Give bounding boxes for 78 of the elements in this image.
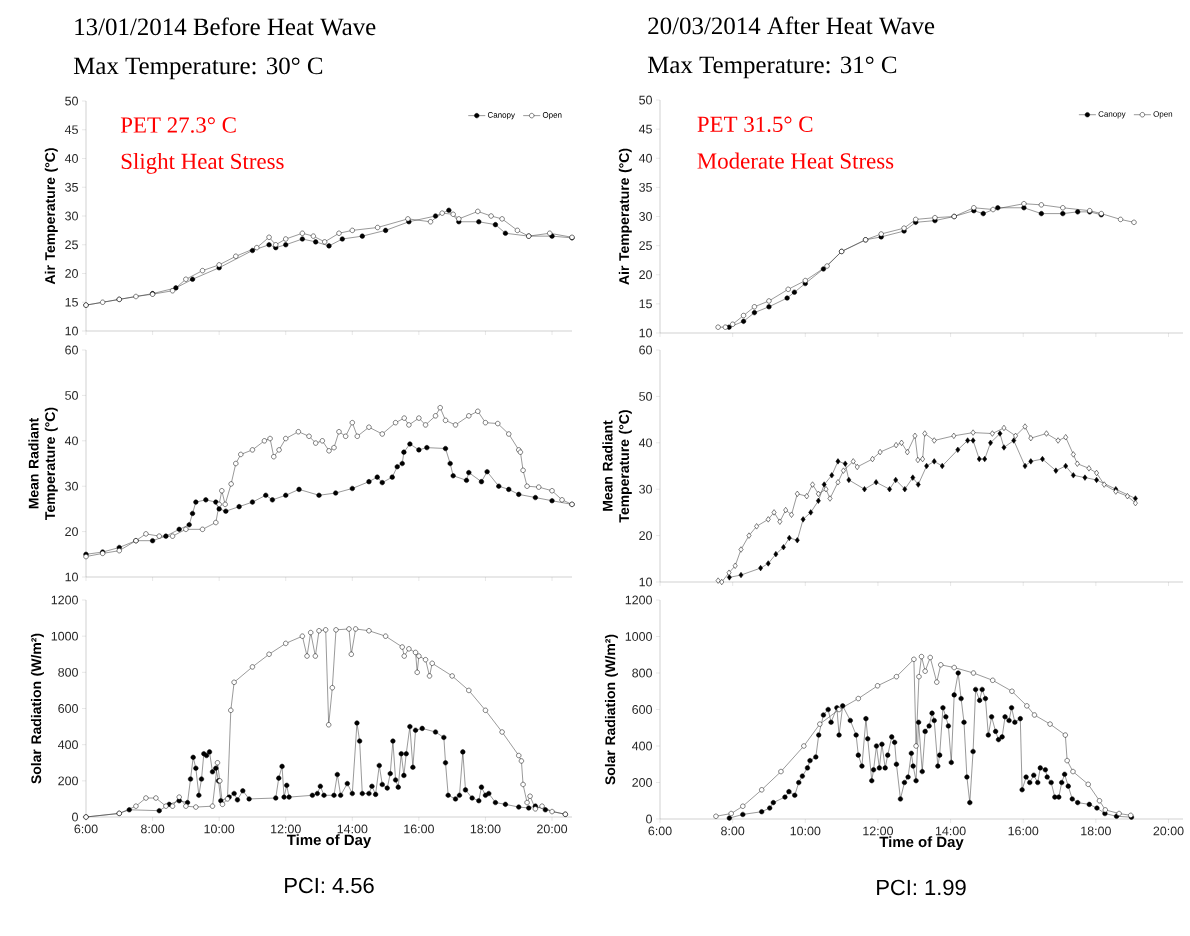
x-tick-label: 8:00 <box>141 824 165 834</box>
y-tick-label: 15 <box>65 297 78 307</box>
y-tick-label: 1200 <box>625 595 652 605</box>
y-tick-label: 600 <box>58 704 78 713</box>
x-tick-label: 14:00 <box>935 826 966 836</box>
y-tick-label: 50 <box>639 392 652 401</box>
x-tick-label: 18:00 <box>1081 826 1111 836</box>
annotation: PET 27.3° C <box>120 117 236 133</box>
y-tick-label: 60 <box>639 345 652 355</box>
x-tick-label: 8:00 <box>721 826 745 836</box>
x-tick-label: 20:00 <box>537 824 568 834</box>
y-tick-label: 0 <box>646 814 652 824</box>
y-tick-label: 30 <box>65 481 78 491</box>
y-tick-label: 30 <box>639 484 652 494</box>
x-axis-title: Time of Day <box>286 834 372 849</box>
x-tick-label: 6:00 <box>648 826 672 836</box>
y-tick-label: 20 <box>65 527 78 537</box>
y-tick-label: 20 <box>639 531 652 541</box>
y-tick-label: 0 <box>72 812 78 822</box>
y-tick-label: 40 <box>638 438 652 448</box>
x-tick-label: 12:00 <box>863 826 894 836</box>
x-tick-label: 16:00 <box>1008 826 1039 836</box>
y-tick-label: 45 <box>64 125 78 135</box>
y-tick-label: 10 <box>65 572 78 582</box>
x-tick-label: 18:00 <box>470 824 501 834</box>
chart-title: 20/03/2014 After Heat Wave <box>648 16 935 35</box>
y-tick-label: 800 <box>632 668 652 678</box>
y-tick-label: 400 <box>57 740 78 750</box>
y-tick-label: 15 <box>639 299 652 309</box>
annotation: Moderate Heat Stress <box>697 152 894 169</box>
x-tick-label: 10:00 <box>790 826 821 836</box>
y-tick-label: 10 <box>639 328 652 338</box>
y-tick-label: 50 <box>639 95 652 105</box>
y-tick-label: 10 <box>65 326 78 336</box>
y-tick-label: 1000 <box>51 631 78 641</box>
y-axis-title: Mean Radiant Temperature (°C) <box>602 410 632 523</box>
x-tick-label: 14:00 <box>337 824 368 834</box>
chart-subtitle: Max Temperature: 30° C <box>73 57 323 80</box>
y-axis-title: Mean Radiant Temperature (°C) <box>28 407 58 520</box>
y-tick-label: 20 <box>65 269 78 278</box>
text: PCI: 4.56 <box>285 877 374 894</box>
y-tick-label: 200 <box>632 778 652 787</box>
y-tick-label: 1000 <box>625 632 652 641</box>
chart-subtitle: Max Temperature: 31° C <box>647 56 897 79</box>
y-tick-label: 40 <box>64 436 78 446</box>
x-tick-label: 6:00 <box>74 824 98 834</box>
y-tick-label: 600 <box>632 705 652 714</box>
y-tick-label: 10 <box>639 577 652 587</box>
y-axis-title: Air Temperature (°C) <box>618 148 632 285</box>
chart-title: 13/01/2014 Before Heat Wave <box>75 17 376 36</box>
y-tick-label: 40 <box>638 153 652 163</box>
annotation: Slight Heat Stress <box>121 152 284 174</box>
y-tick-label: 20 <box>639 270 652 280</box>
text: PCI: 1.99 <box>877 879 966 896</box>
y-tick-label: 50 <box>65 96 78 106</box>
x-tick-label: 10:00 <box>204 824 235 834</box>
y-axis-title: Solar Radiation (W/m²) <box>604 634 618 785</box>
y-tick-label: 200 <box>58 776 78 786</box>
y-tick-label: 30 <box>639 212 652 221</box>
y-tick-label: 800 <box>58 667 78 677</box>
x-axis-title: Time of Day <box>879 836 964 851</box>
y-tick-label: 60 <box>65 345 78 355</box>
y-tick-label: 400 <box>631 741 652 751</box>
y-tick-label: 25 <box>639 241 652 251</box>
x-tick-label: 20:00 <box>1153 826 1184 836</box>
y-tick-label: 40 <box>64 154 78 163</box>
y-tick-label: 50 <box>65 391 78 400</box>
y-tick-label: 30 <box>65 211 78 221</box>
y-axis-title: Air Temperature (°C) <box>44 148 58 285</box>
x-tick-label: 16:00 <box>404 824 434 834</box>
y-tick-label: 25 <box>65 240 78 250</box>
y-tick-label: 35 <box>65 182 78 192</box>
y-axis-title: Solar Radiation (W/m²) <box>30 633 44 784</box>
y-tick-label: 1200 <box>51 595 78 605</box>
annotation: PET 31.5° C <box>697 116 813 133</box>
x-tick-label: 12:00 <box>271 824 301 834</box>
y-tick-label: 45 <box>638 124 652 134</box>
y-tick-label: 35 <box>639 182 652 192</box>
